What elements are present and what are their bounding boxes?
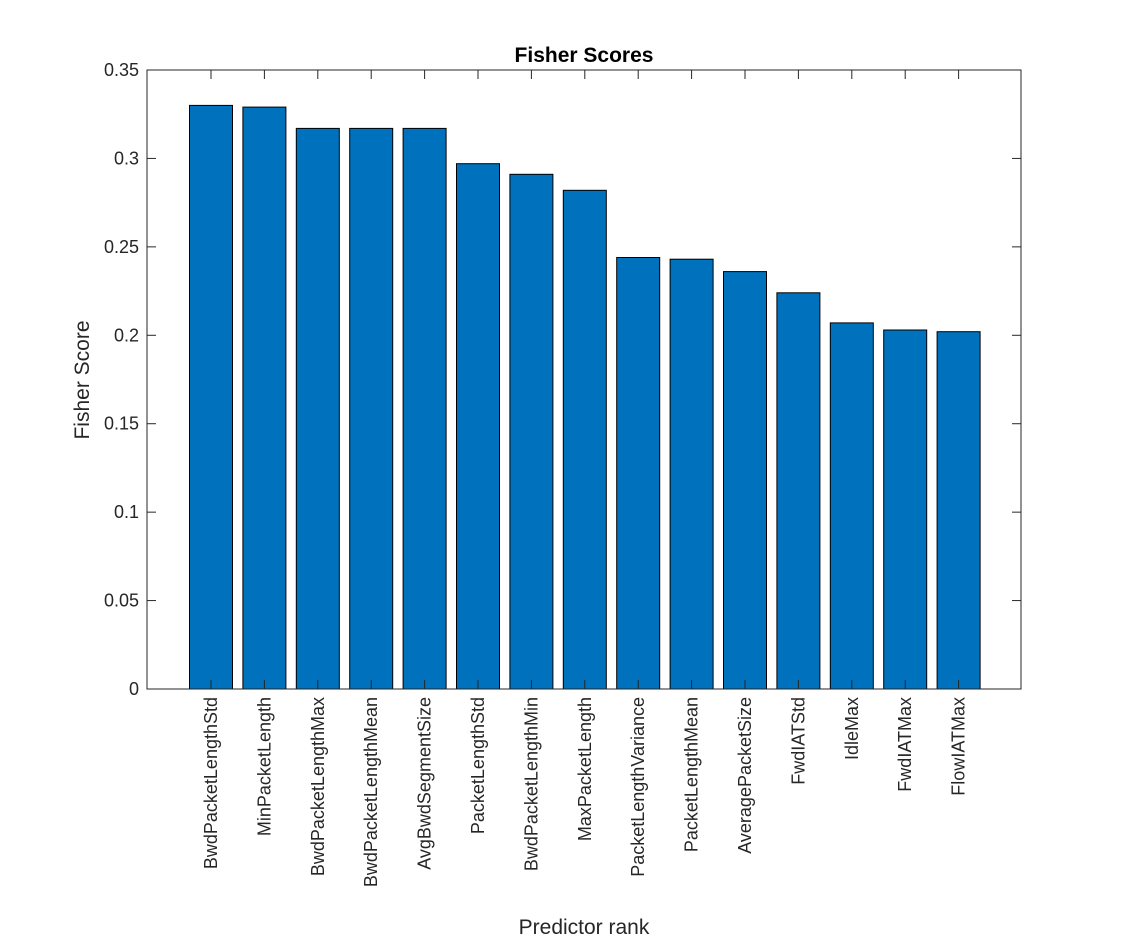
x-tick-label: BwdPacketLengthMax — [308, 697, 328, 876]
plot-area-frame — [146, 69, 1022, 690]
bar — [562, 189, 607, 690]
y-tick-label: 0.35 — [104, 60, 139, 80]
x-tick-label: FwdIATMax — [895, 697, 915, 792]
x-tick-label: MinPacketLength — [254, 697, 274, 836]
y-tick-label: 0.05 — [104, 591, 139, 611]
x-tick-label: PacketLengthVariance — [628, 697, 648, 877]
x-tick-label: AveragePacketSize — [735, 697, 755, 854]
bar — [723, 271, 767, 690]
bar — [349, 127, 394, 690]
x-axis-ticks: BwdPacketLengthStd MinPacketLength BwdPack… — [201, 70, 969, 887]
bar — [829, 322, 874, 690]
bar-group — [189, 104, 981, 690]
bar — [456, 163, 500, 690]
bar — [776, 292, 821, 690]
x-tick-label: FlowIATMax — [949, 697, 969, 796]
y-tick-label: 0.15 — [104, 414, 139, 434]
chart-title: Fisher Scores — [515, 44, 654, 67]
y-tick-label: 0.3 — [114, 148, 139, 168]
bar — [295, 127, 340, 690]
x-tick-label: IdleMax — [842, 697, 862, 760]
x-axis-label: Predictor rank — [519, 916, 650, 939]
bar — [242, 106, 287, 690]
x-tick-label: PacketLengthMean — [682, 697, 702, 852]
y-tick-label: 0.1 — [114, 502, 139, 522]
x-tick-label: BwdPacketLengthStd — [201, 697, 221, 869]
bar — [189, 104, 233, 690]
x-tick-label: MaxPacketLength — [575, 697, 595, 841]
x-tick-label: FwdIATStd — [788, 697, 808, 785]
bar — [616, 257, 661, 690]
bar — [509, 173, 554, 690]
y-tick-label: 0 — [129, 679, 139, 699]
bar — [402, 127, 447, 690]
x-tick-label: BwdPacketLengthMin — [521, 697, 541, 871]
y-axis-ticks: 0 0.05 0.1 0.15 0.2 0.25 0.3 0.35 — [104, 60, 1021, 699]
x-tick-label: PacketLengthStd — [468, 697, 488, 834]
x-tick-label: BwdPacketLengthMean — [361, 697, 381, 887]
x-tick-label: AvgBwdSegmentSize — [415, 697, 435, 870]
y-tick-label: 0.25 — [104, 237, 139, 257]
y-tick-label: 0.2 — [114, 325, 139, 345]
bar — [883, 329, 928, 690]
bar — [936, 331, 981, 690]
bar — [669, 258, 714, 690]
y-axis-label: Fisher Score — [71, 320, 94, 439]
